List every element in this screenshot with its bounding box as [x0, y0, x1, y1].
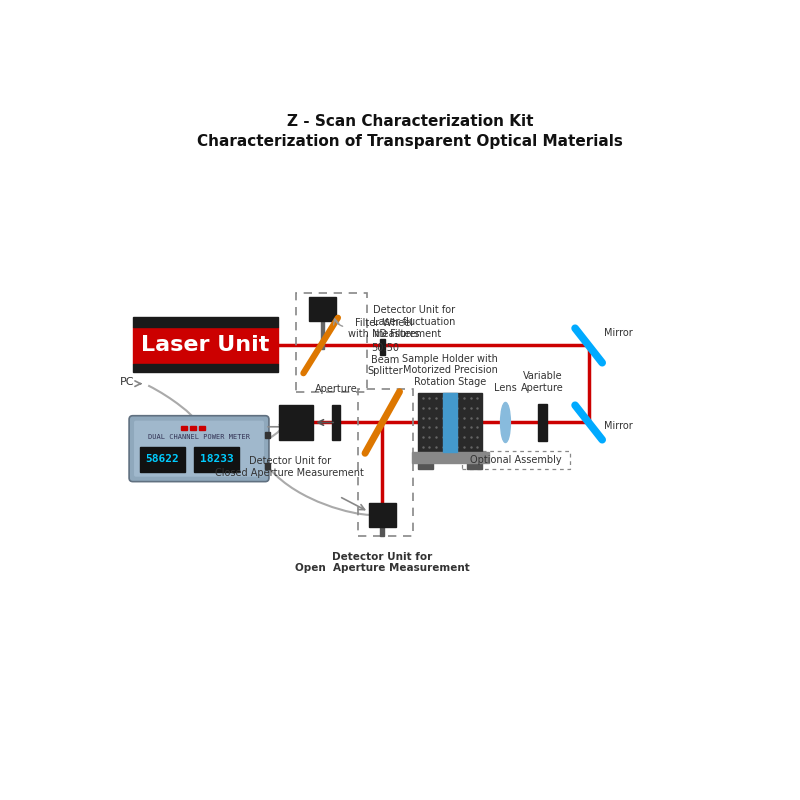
Text: Detector Unit for
Closed Aperture Measurement: Detector Unit for Closed Aperture Measur…	[215, 456, 364, 478]
Bar	[133, 326, 278, 364]
Bar	[133, 364, 278, 372]
Text: Z - Scan Characterization Kit
Characterization of Transparent Optical Materials: Z - Scan Characterization Kit Characteri…	[197, 114, 623, 150]
Text: Sample Holder with
Motorized Precision
Rotation Stage: Sample Holder with Motorized Precision R…	[402, 354, 498, 387]
Text: Optional Assembly: Optional Assembly	[470, 455, 562, 465]
Text: 50:50
Beam
Splitter: 50:50 Beam Splitter	[367, 343, 403, 376]
FancyBboxPatch shape	[134, 421, 264, 477]
Bar	[467, 463, 482, 469]
Bar	[538, 404, 546, 441]
Bar	[418, 394, 482, 452]
Bar	[381, 526, 384, 537]
Text: Mirror: Mirror	[604, 421, 633, 430]
Text: Variable
Aperture: Variable Aperture	[521, 371, 564, 393]
Bar	[194, 447, 239, 472]
Bar	[266, 462, 270, 469]
Text: Aperture: Aperture	[314, 384, 358, 394]
Bar	[443, 394, 457, 452]
Text: Lens: Lens	[494, 383, 517, 393]
Bar	[309, 298, 336, 321]
Bar	[278, 406, 314, 440]
Bar	[380, 339, 385, 354]
Text: 58622: 58622	[146, 454, 179, 465]
Bar	[133, 318, 278, 326]
Ellipse shape	[501, 402, 510, 442]
Text: Detector Unit for
Laser fluctuation
measurement: Detector Unit for Laser fluctuation meas…	[373, 306, 455, 338]
Bar	[321, 321, 324, 349]
Text: Laser Unit: Laser Unit	[141, 335, 270, 355]
Bar	[369, 502, 396, 527]
FancyBboxPatch shape	[129, 416, 269, 482]
Bar	[411, 452, 489, 463]
Bar	[190, 426, 196, 430]
Bar	[418, 463, 433, 469]
Bar	[181, 426, 186, 430]
Text: Detector Unit for
Open  Aperture Measurement: Detector Unit for Open Aperture Measurem…	[295, 552, 470, 574]
Text: Filter Wheel
with ND Filters: Filter Wheel with ND Filters	[348, 318, 419, 339]
Bar	[199, 426, 205, 430]
Text: DUAL CHANNEL POWER METER: DUAL CHANNEL POWER METER	[148, 434, 250, 440]
Bar	[332, 406, 340, 440]
Text: PC: PC	[120, 378, 134, 387]
Bar	[266, 432, 270, 438]
Text: Mirror: Mirror	[604, 328, 633, 338]
Text: 18233: 18233	[200, 454, 234, 465]
Bar	[140, 447, 185, 472]
